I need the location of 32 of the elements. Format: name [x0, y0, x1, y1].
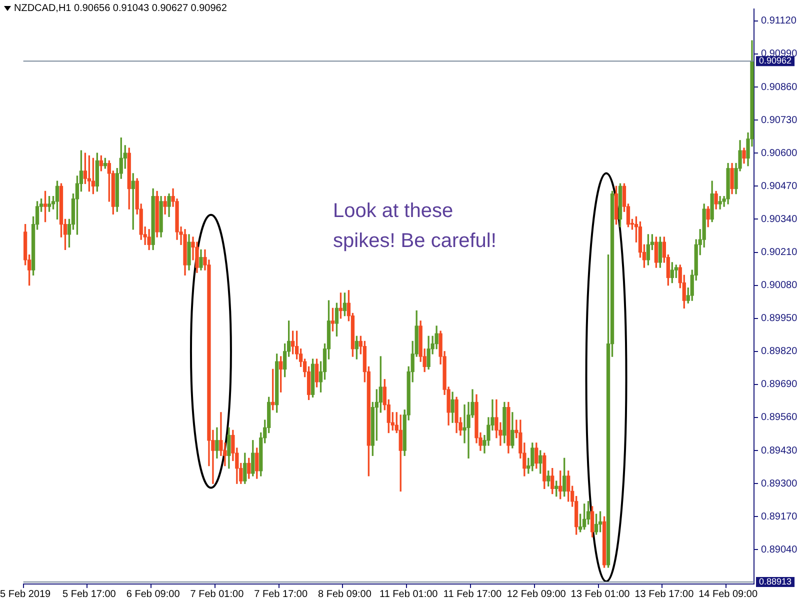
y-tick-label: 0.89560	[761, 412, 798, 424]
y-tick-label: 0.90340	[761, 214, 798, 225]
y-tick-label: 0.90080	[761, 280, 798, 292]
y-tick-label: 0.90730	[761, 114, 798, 126]
y-tick-label: 0.89950	[761, 313, 798, 324]
x-tick-label: 7 Feb 17:00	[254, 588, 308, 600]
x-tick-label: 11 Feb 01:00	[380, 588, 438, 600]
x-tick-label: 13 Feb 01:00	[570, 588, 630, 600]
x-tick-label: 11 Feb 17:00	[443, 588, 502, 600]
x-tick-label: 13 Feb 17:00	[634, 588, 694, 600]
y-tick-label: 0.90860	[761, 82, 798, 93]
y-tick-label: 0.89040	[761, 544, 798, 556]
y-tick-label: 0.89170	[761, 511, 798, 522]
x-tick-label: 6 Feb 09:00	[126, 588, 180, 600]
y-tick-label: 0.89430	[761, 445, 798, 456]
y-tick-label: 0.91120	[761, 16, 797, 27]
y-tick-label: 0.89300	[761, 478, 798, 490]
x-tick-label: 12 Feb 09:00	[506, 588, 566, 600]
chart-title: NZDCAD,H1 0.90656 0.91043 0.90627 0.90962	[14, 3, 227, 14]
annotation: Look at these spikes! Be careful!	[333, 199, 498, 254]
y-tick-label: 0.89690	[761, 379, 798, 390]
x-tick-label: 5 Feb 2019	[0, 588, 52, 600]
x-tick-label: 5 Feb 17:00	[62, 588, 116, 600]
y-tick-label: 0.90600	[761, 148, 798, 159]
y-tick-label: 0.89820	[761, 346, 798, 358]
y-tick-label: 0.90470	[761, 180, 798, 192]
ref-line-label: 0.88913	[759, 576, 792, 586]
candlestick	[718, 196, 722, 210]
x-tick-label: 14 Feb 09:00	[698, 588, 758, 600]
y-tick-label: 0.90210	[761, 247, 798, 258]
x-tick-label: 8 Feb 09:00	[318, 588, 372, 600]
x-tick-label: 7 Feb 01:00	[190, 588, 244, 600]
